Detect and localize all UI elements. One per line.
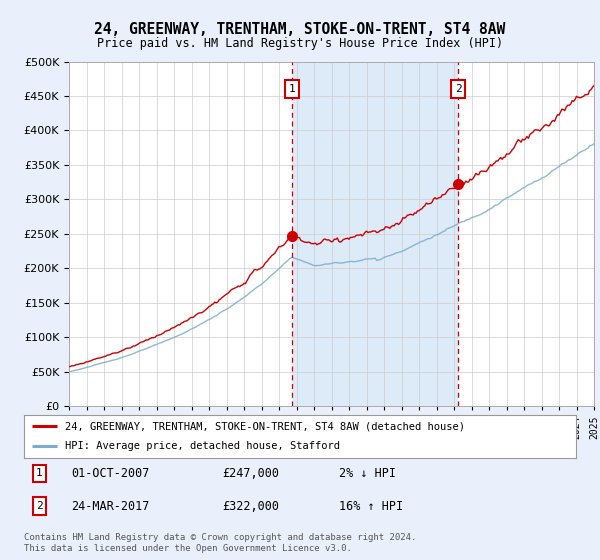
Text: 24-MAR-2017: 24-MAR-2017: [71, 500, 149, 512]
Text: 1: 1: [289, 84, 296, 94]
Text: £247,000: £247,000: [223, 467, 280, 480]
Text: £322,000: £322,000: [223, 500, 280, 512]
Text: 24, GREENWAY, TRENTHAM, STOKE-ON-TRENT, ST4 8AW (detached house): 24, GREENWAY, TRENTHAM, STOKE-ON-TRENT, …: [65, 422, 466, 431]
Text: 2% ↓ HPI: 2% ↓ HPI: [338, 467, 395, 480]
Text: 2: 2: [36, 501, 43, 511]
Text: 24, GREENWAY, TRENTHAM, STOKE-ON-TRENT, ST4 8AW: 24, GREENWAY, TRENTHAM, STOKE-ON-TRENT, …: [94, 22, 506, 38]
Text: Contains HM Land Registry data © Crown copyright and database right 2024.
This d: Contains HM Land Registry data © Crown c…: [24, 533, 416, 553]
Bar: [292, 62, 458, 406]
Text: 1: 1: [36, 468, 43, 478]
Text: Price paid vs. HM Land Registry's House Price Index (HPI): Price paid vs. HM Land Registry's House …: [97, 37, 503, 50]
Text: 2: 2: [455, 84, 461, 94]
Text: 16% ↑ HPI: 16% ↑ HPI: [338, 500, 403, 512]
Text: HPI: Average price, detached house, Stafford: HPI: Average price, detached house, Staf…: [65, 441, 340, 451]
Text: 01-OCT-2007: 01-OCT-2007: [71, 467, 149, 480]
